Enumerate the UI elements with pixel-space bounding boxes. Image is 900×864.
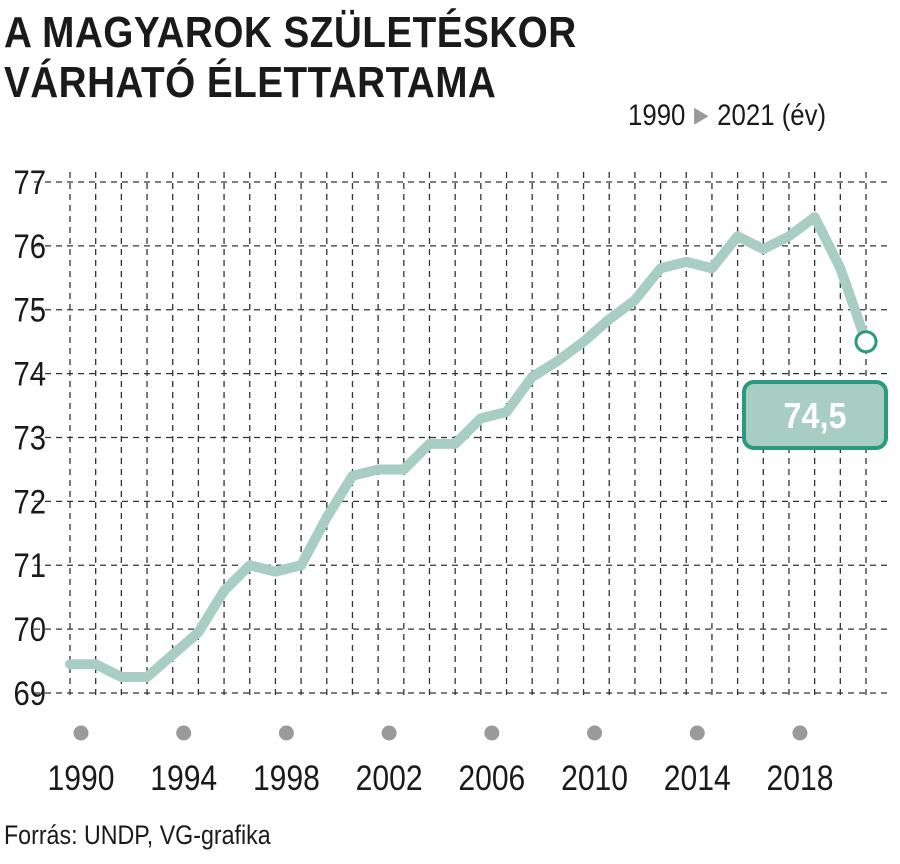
life-expectancy-line — [65, 212, 869, 683]
chart-title: A MAGYAROK SZÜLETÉSKOR VÁRHATÓ ÉLETTARTA… — [4, 8, 577, 108]
y-tick-label: 73 — [13, 418, 46, 457]
y-tick-label: 72 — [13, 482, 46, 521]
y-tick-label: 77 — [13, 163, 46, 202]
x-tick-label: 2014 — [664, 758, 731, 798]
y-tick-label: 70 — [13, 610, 46, 649]
x-tick-label: 2006 — [458, 758, 525, 798]
x-tick-label: 1998 — [253, 758, 320, 798]
x-tick-label: 1994 — [150, 758, 217, 798]
x-tick-label: 2002 — [356, 758, 423, 798]
source-note: Forrás: UNDP, VG-grafika — [4, 820, 271, 850]
x-tick-label: 1990 — [48, 758, 115, 798]
x-tick-dot — [792, 725, 808, 741]
title-line-1: A MAGYAROK SZÜLETÉSKOR — [4, 8, 577, 57]
x-tick-dot — [484, 725, 500, 741]
y-tick-label: 71 — [13, 546, 46, 585]
value-callout-box — [742, 380, 888, 450]
period-subtitle: 1990 ▶ 2021 (év) — [628, 98, 826, 136]
x-tick-dot — [176, 725, 192, 741]
x-tick-dot — [689, 725, 705, 741]
x-tick-dot — [381, 725, 397, 741]
play-arrow-icon: ▶ — [694, 102, 709, 127]
period-end: 2021 (év) — [717, 99, 827, 132]
x-tick-dot — [73, 725, 89, 741]
title-line-2: VÁRHATÓ ÉLETTARTAMA — [4, 58, 497, 107]
y-tick-label: 74 — [13, 355, 46, 394]
x-tick-dot — [278, 725, 294, 741]
x-tick-label: 2018 — [767, 758, 834, 798]
x-tick-dot — [587, 725, 603, 741]
period-start: 1990 — [628, 99, 686, 132]
end-point-marker — [854, 330, 878, 354]
value-callout-label: 74,5 — [783, 396, 846, 436]
x-tick-label: 2010 — [561, 758, 628, 798]
y-tick-label: 76 — [13, 227, 46, 266]
y-tick-label: 69 — [13, 674, 46, 713]
y-tick-label: 75 — [13, 291, 46, 330]
